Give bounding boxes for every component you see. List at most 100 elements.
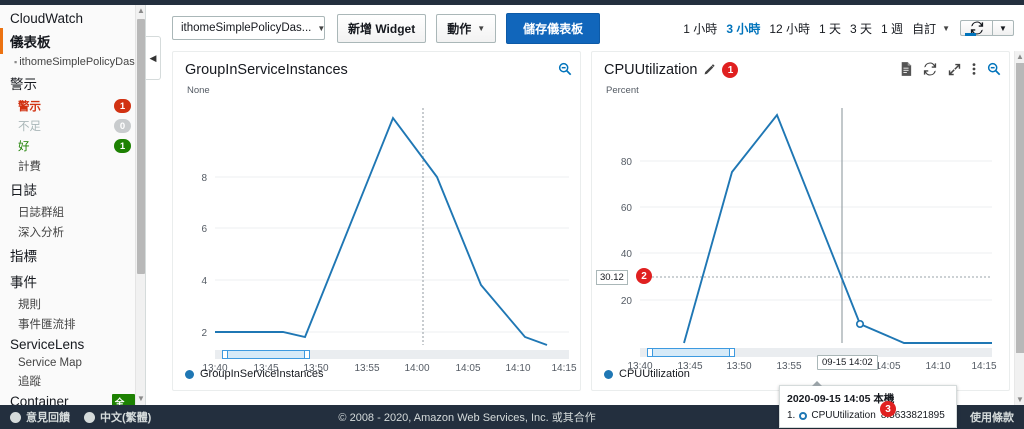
sidebar-item-container-insights[interactable]: Container Insights 全新 — [0, 391, 145, 405]
sidebar-item-insights[interactable]: 深入分析 — [0, 222, 145, 242]
sidebar-item-log-groups[interactable]: 日誌群組 — [0, 202, 145, 222]
actions-menu-button[interactable]: 動作 ▼ — [436, 13, 497, 43]
sidebar-item-traces[interactable]: 追蹤 — [0, 371, 145, 391]
brush-handle-left[interactable] — [223, 351, 228, 358]
sidebar-item-event-buses[interactable]: 事件匯流排 — [0, 314, 145, 334]
sidebar-heading-servicelens[interactable]: ServiceLens — [10, 337, 85, 352]
chart-legend[interactable]: CPUUtilization — [604, 368, 690, 380]
range-option-1d[interactable]: 1 天 — [819, 21, 842, 36]
refresh-button[interactable] — [960, 20, 992, 36]
chart-legend[interactable]: GroupInServiceInstances — [185, 368, 324, 380]
sidebar-item-metrics[interactable]: 指標 — [10, 249, 37, 264]
chart-plot-area[interactable]: 80 60 40 20 30.12 2 — [592, 100, 1009, 372]
svg-text:13:40: 13:40 — [202, 363, 227, 374]
terms-link[interactable]: 使用條款 — [969, 412, 1014, 424]
sidebar-item-dashboards[interactable]: 儀表板 — [0, 28, 145, 54]
range-option-custom[interactable]: 自訂 ▼ — [912, 20, 950, 37]
line-chart-svg: 8 6 4 2 — [201, 108, 569, 346]
line-chart-svg: 80 60 40 20 — [621, 108, 992, 344]
copyright-text: © 2008 - 2020, Amazon Web Services, Inc.… — [338, 412, 596, 424]
svg-text:14:15: 14:15 — [971, 361, 996, 372]
document-icon[interactable] — [900, 62, 912, 78]
chart-range-brush[interactable] — [647, 348, 735, 357]
pencil-icon[interactable] — [704, 63, 716, 78]
chart-tooltip: 2020-09-15 14:05 本機 1. CPUUtilization 8.… — [779, 381, 957, 428]
range-option-3d[interactable]: 3 天 — [850, 21, 873, 36]
service-title: CloudWatch — [10, 11, 84, 26]
sidebar-heading-logs[interactable]: 日誌 — [10, 183, 37, 198]
status-badge: 1 — [114, 99, 131, 113]
save-dashboard-button[interactable]: 儲存儀表板 — [506, 12, 601, 44]
scroll-up-arrow-icon[interactable]: ▲ — [1016, 52, 1024, 61]
range-option-12h[interactable]: 12 小時 — [769, 21, 811, 36]
scroll-down-arrow-icon[interactable]: ▼ — [137, 394, 145, 403]
range-option-3h[interactable]: 3 小時 — [726, 21, 761, 36]
svg-text:13:55: 13:55 — [354, 363, 379, 374]
dashboard-select[interactable]: ithomeSimplePolicyDas... ▼ — [172, 16, 325, 40]
y-tick-labels: 80 60 40 20 — [621, 157, 633, 307]
sidebar-item-label: Service Map — [18, 357, 82, 369]
scroll-down-arrow-icon[interactable]: ▼ — [1016, 395, 1024, 404]
chart-range-brush[interactable] — [222, 350, 310, 359]
expand-icon[interactable] — [948, 63, 961, 78]
sidebar-heading-events[interactable]: 事件 — [10, 275, 37, 290]
range-custom-label: 自訂 — [912, 21, 937, 36]
svg-text:20: 20 — [621, 296, 633, 307]
sidebar-heading-alarms[interactable]: 警示 — [10, 77, 37, 92]
svg-text:14:10: 14:10 — [925, 361, 950, 372]
tooltip-series-value: 8.5633821895 — [880, 410, 945, 421]
sidebar-scrollbar[interactable]: ▲ ▼ — [135, 5, 145, 405]
tooltip-timestamp: 2020-09-15 14:05 本機 — [787, 393, 895, 405]
sidebar-item-billing[interactable]: 計費 — [0, 156, 145, 176]
tooltip-series-name: CPUUtilization — [811, 410, 876, 421]
gridlines — [215, 176, 569, 333]
sidebar-item-rules[interactable]: 規則 — [0, 294, 145, 314]
sidebar-collapse-button[interactable]: ◀ — [146, 36, 161, 80]
sidebar-item-label: 計費 — [18, 161, 41, 173]
chevron-down-icon: ▼ — [477, 23, 486, 33]
refresh-icon[interactable] — [923, 62, 937, 78]
sidebar-item-service-map[interactable]: Service Map — [0, 355, 145, 371]
svg-text:13:45: 13:45 — [253, 363, 278, 374]
tooltip-series-index: 1. — [787, 410, 796, 421]
magnifier-minus-icon[interactable] — [987, 62, 1001, 78]
svg-text:13:40: 13:40 — [627, 361, 652, 372]
chart-range-scrollbar[interactable] — [640, 348, 992, 357]
cursor-time-label: 09-15 14:02 — [817, 355, 878, 370]
refresh-options-button[interactable]: ▼ — [992, 20, 1014, 36]
add-widget-button[interactable]: 新增 Widget — [337, 13, 427, 43]
alarm-state-label: 不足 — [18, 121, 41, 133]
feedback-link[interactable]: 意見回饋 — [10, 409, 70, 425]
chart-range-scrollbar[interactable] — [215, 350, 569, 359]
svg-text:13:45: 13:45 — [677, 361, 702, 372]
legend-color-swatch — [185, 369, 194, 379]
sidebar: CloudWatch 儀表板 ▪ ithomeSimplePolicyDashb … — [0, 5, 146, 405]
svg-text:60: 60 — [621, 203, 633, 214]
range-option-1h[interactable]: 1 小時 — [683, 21, 718, 36]
alarm-count-badge: 1 — [722, 62, 739, 78]
scroll-up-arrow-icon[interactable]: ▲ — [137, 6, 145, 15]
kebab-menu-icon[interactable] — [972, 62, 976, 78]
brush-handle-left[interactable] — [648, 349, 653, 356]
main-scrollbar[interactable]: ▲ ▼ — [1014, 51, 1024, 405]
highlighted-data-point — [855, 319, 865, 329]
chevron-down-icon: ▼ — [999, 23, 1007, 33]
scrollbar-thumb[interactable] — [137, 19, 145, 274]
scrollbar-thumb[interactable] — [1016, 63, 1024, 353]
sidebar-item-alarm-state-alarm[interactable]: 警示 1 — [0, 96, 145, 116]
brush-handle-right[interactable] — [729, 349, 734, 356]
widget-header: GroupInServiceInstances — [173, 56, 580, 84]
range-option-1w[interactable]: 1 週 — [881, 21, 904, 36]
brush-handle-right[interactable] — [304, 351, 309, 358]
gridlines — [640, 160, 992, 301]
sidebar-item-alarm-state-ok[interactable]: 好 1 — [0, 136, 145, 156]
bullet-icon: ▪ — [14, 57, 18, 67]
magnifier-minus-icon[interactable] — [558, 62, 572, 78]
sidebar-item-alarm-state-insufficient[interactable]: 不足 0 — [0, 116, 145, 136]
tooltip-caret-icon — [812, 381, 822, 386]
chart-plot-area[interactable]: 8 6 4 2 — [173, 100, 580, 374]
language-selector[interactable]: 中文(繁體) — [84, 409, 151, 425]
widget-group-in-service-instances: GroupInServiceInstances None — [172, 51, 581, 391]
sidebar-item-dashboard-ithome[interactable]: ▪ ithomeSimplePolicyDashb — [0, 54, 145, 70]
y-tick-labels: 8 6 4 2 — [201, 173, 207, 339]
